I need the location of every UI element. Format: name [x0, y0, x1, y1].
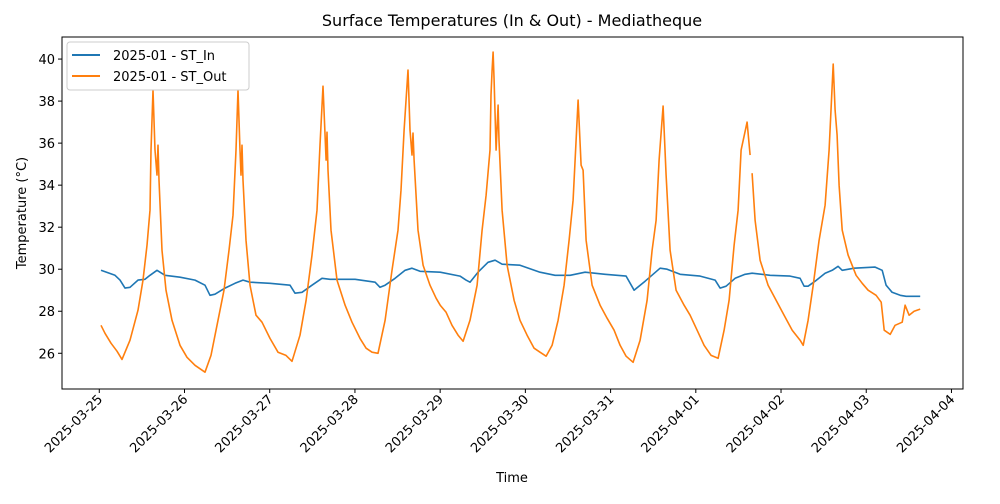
y-tick-label: 32: [38, 221, 55, 236]
y-tick-label: 34: [38, 179, 55, 194]
y-tick-label: 40: [38, 53, 55, 68]
x-tick-label: 2025-03-25: [42, 392, 106, 456]
x-tick-label: 2025-04-04: [894, 392, 958, 456]
x-tick-label: 2025-04-01: [639, 392, 703, 456]
legend: 2025-01 - ST_In 2025-01 - ST_Out: [66, 41, 250, 91]
x-tick-label: 2025-03-27: [213, 392, 277, 456]
legend-label-st-in: 2025-01 - ST_In: [113, 49, 215, 64]
y-tick-label: 26: [38, 347, 55, 362]
plot-frame: [61, 36, 964, 390]
y-axis: 26 28 30 32 34 36 38 40: [38, 53, 62, 362]
y-axis-label: Temperature (°C): [15, 157, 30, 270]
y-tick-label: 38: [38, 95, 55, 110]
x-tick-label: 2025-03-29: [383, 392, 447, 456]
x-axis-label: Time: [495, 471, 528, 486]
x-tick-label: 2025-04-02: [724, 392, 788, 456]
y-tick-label: 28: [38, 305, 55, 320]
legend-box: [66, 41, 250, 91]
x-tick-label: 2025-03-26: [127, 392, 191, 456]
y-tick-label: 36: [38, 137, 55, 152]
legend-label-st-out: 2025-01 - ST_Out: [113, 70, 227, 85]
series-line-st-out: [100, 51, 921, 373]
x-tick-label: 2025-03-30: [468, 392, 532, 456]
x-tick-label: 2025-03-28: [298, 392, 362, 456]
chart-title: Surface Temperatures (In & Out) - Mediat…: [322, 11, 702, 30]
x-tick-label: 2025-04-03: [809, 392, 873, 456]
x-axis: 2025-03-25 2025-03-26 2025-03-27 2025-03-28…: [42, 389, 958, 456]
x-tick-label: 2025-03-31: [553, 392, 617, 456]
y-tick-label: 30: [38, 263, 55, 278]
series-layer: [100, 51, 921, 373]
